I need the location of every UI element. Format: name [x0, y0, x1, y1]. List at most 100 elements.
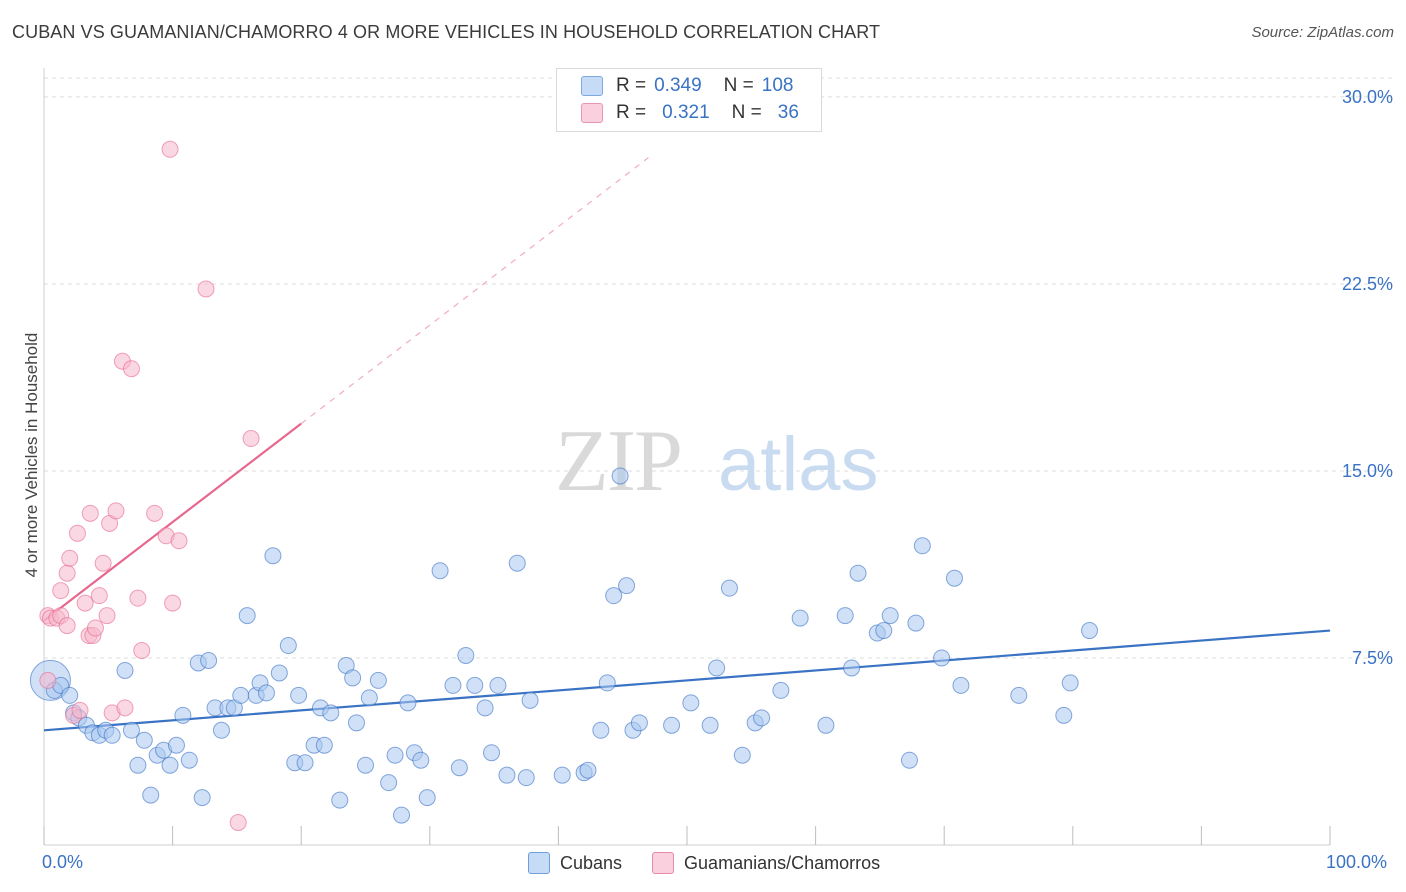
cuban-point — [450, 759, 468, 777]
guamanian-point — [146, 504, 164, 522]
cuban-point — [611, 467, 629, 485]
cuban-point — [753, 709, 771, 727]
cuban-point — [849, 564, 867, 582]
cuban-point — [508, 554, 526, 572]
cuban-point — [399, 694, 417, 712]
cuban-point — [279, 637, 297, 655]
cuban-point — [270, 664, 288, 682]
r-label: R = — [616, 102, 647, 123]
cuban-point — [579, 761, 597, 779]
cuban-point — [682, 694, 700, 712]
watermark-atlas: atlas — [718, 422, 879, 507]
guamanian-point — [90, 587, 108, 605]
cuban-point — [618, 577, 636, 595]
cuban-point — [1055, 706, 1073, 724]
cuban-point — [498, 766, 516, 784]
cuban-point — [466, 676, 484, 694]
cubans-legend-swatch — [528, 852, 550, 874]
guamanian-point — [76, 594, 94, 612]
cuban-point — [521, 691, 539, 709]
cuban-point — [457, 646, 475, 664]
cuban-point — [791, 609, 809, 627]
cuban-point — [553, 766, 571, 784]
guamanian-point — [164, 594, 182, 612]
guamanian-point — [129, 589, 147, 607]
cuban-point — [122, 721, 140, 739]
n-label: N = — [731, 102, 762, 123]
n-label: N = — [723, 75, 754, 96]
n-value: 108 — [761, 75, 794, 96]
cuban-point — [135, 731, 153, 749]
cuban-point — [290, 686, 308, 704]
guamanian-point — [52, 582, 70, 600]
cuban-point — [116, 661, 134, 679]
cuban-point — [315, 736, 333, 754]
trend-line-cubans — [43, 629, 1331, 732]
trend-line-guamanians — [43, 422, 302, 622]
cubans-legend-label: Cubans — [560, 852, 623, 873]
guamanian-point — [116, 699, 134, 717]
cuban-point — [264, 547, 282, 565]
stats-row-guamanians: R = 0.321 N = 36 — [581, 101, 821, 125]
cuban-point — [360, 689, 378, 707]
r-label: R = — [616, 75, 647, 96]
guamanian-point — [58, 617, 76, 635]
legend-item-cubans: Cubans — [528, 852, 622, 874]
chart-title: CUBAN VS GUAMANIAN/CHAMORRO 4 OR MORE VE… — [12, 22, 881, 42]
guamanian-point — [229, 814, 247, 832]
stats-legend: R = 0.349 N = 108 R = 0.321 N = 36 — [556, 68, 822, 132]
cuban-point — [907, 614, 925, 632]
guamanian-point — [68, 524, 86, 542]
r-value: 0.349 — [654, 75, 702, 96]
watermark-zip: ZIP — [555, 413, 681, 510]
cuban-point — [1081, 622, 1099, 640]
cuban-point — [605, 587, 623, 605]
guamanian-point — [161, 140, 179, 158]
cuban-point — [322, 704, 340, 722]
cuban-point — [180, 751, 198, 769]
cuban-point — [733, 746, 751, 764]
guamanian-point — [81, 504, 99, 522]
cuban-point — [598, 674, 616, 692]
cuban-point — [174, 706, 192, 724]
y-tick-label: 7.5% — [1352, 648, 1393, 668]
cuban-point — [431, 562, 449, 580]
cuban-point — [142, 786, 160, 804]
x-tick-min: 0.0% — [42, 852, 84, 872]
y-tick-label: 15.0% — [1342, 461, 1393, 481]
y-tick-label: 30.0% — [1342, 87, 1393, 107]
cuban-point — [167, 736, 185, 754]
trend-extension — [300, 157, 649, 425]
cuban-point — [444, 676, 462, 694]
guamanian-point — [107, 502, 125, 520]
guamanian-point — [133, 642, 151, 660]
cuban-point — [875, 622, 893, 640]
stats-row-cubans: R = 0.349 N = 108 — [581, 74, 815, 98]
cuban-point — [344, 669, 362, 687]
cuban-point — [331, 791, 349, 809]
watermark: ZIP atlas — [555, 413, 879, 510]
cuban-point — [881, 607, 899, 625]
cuban-point — [1010, 686, 1028, 704]
cuban-point — [900, 751, 918, 769]
y-tick-label: 22.5% — [1342, 274, 1393, 294]
cuban-point — [817, 716, 835, 734]
cuban-point — [212, 721, 230, 739]
x-tick-max: 100.0% — [1326, 852, 1388, 872]
cuban-point — [843, 659, 861, 677]
guamanian-point — [94, 554, 112, 572]
data-points — [29, 140, 1099, 832]
guamanian-point — [58, 564, 76, 582]
guamanian-point — [122, 360, 140, 378]
cuban-point — [517, 769, 535, 787]
cuban-point — [386, 746, 404, 764]
cuban-point — [393, 806, 411, 824]
n-value: 36 — [777, 102, 799, 123]
cuban-point — [412, 751, 430, 769]
cuban-point — [200, 651, 218, 669]
guamanians-legend-swatch — [652, 852, 675, 874]
cuban-point — [945, 569, 963, 587]
cuban-point — [720, 579, 738, 597]
guamanian-point — [98, 607, 116, 625]
